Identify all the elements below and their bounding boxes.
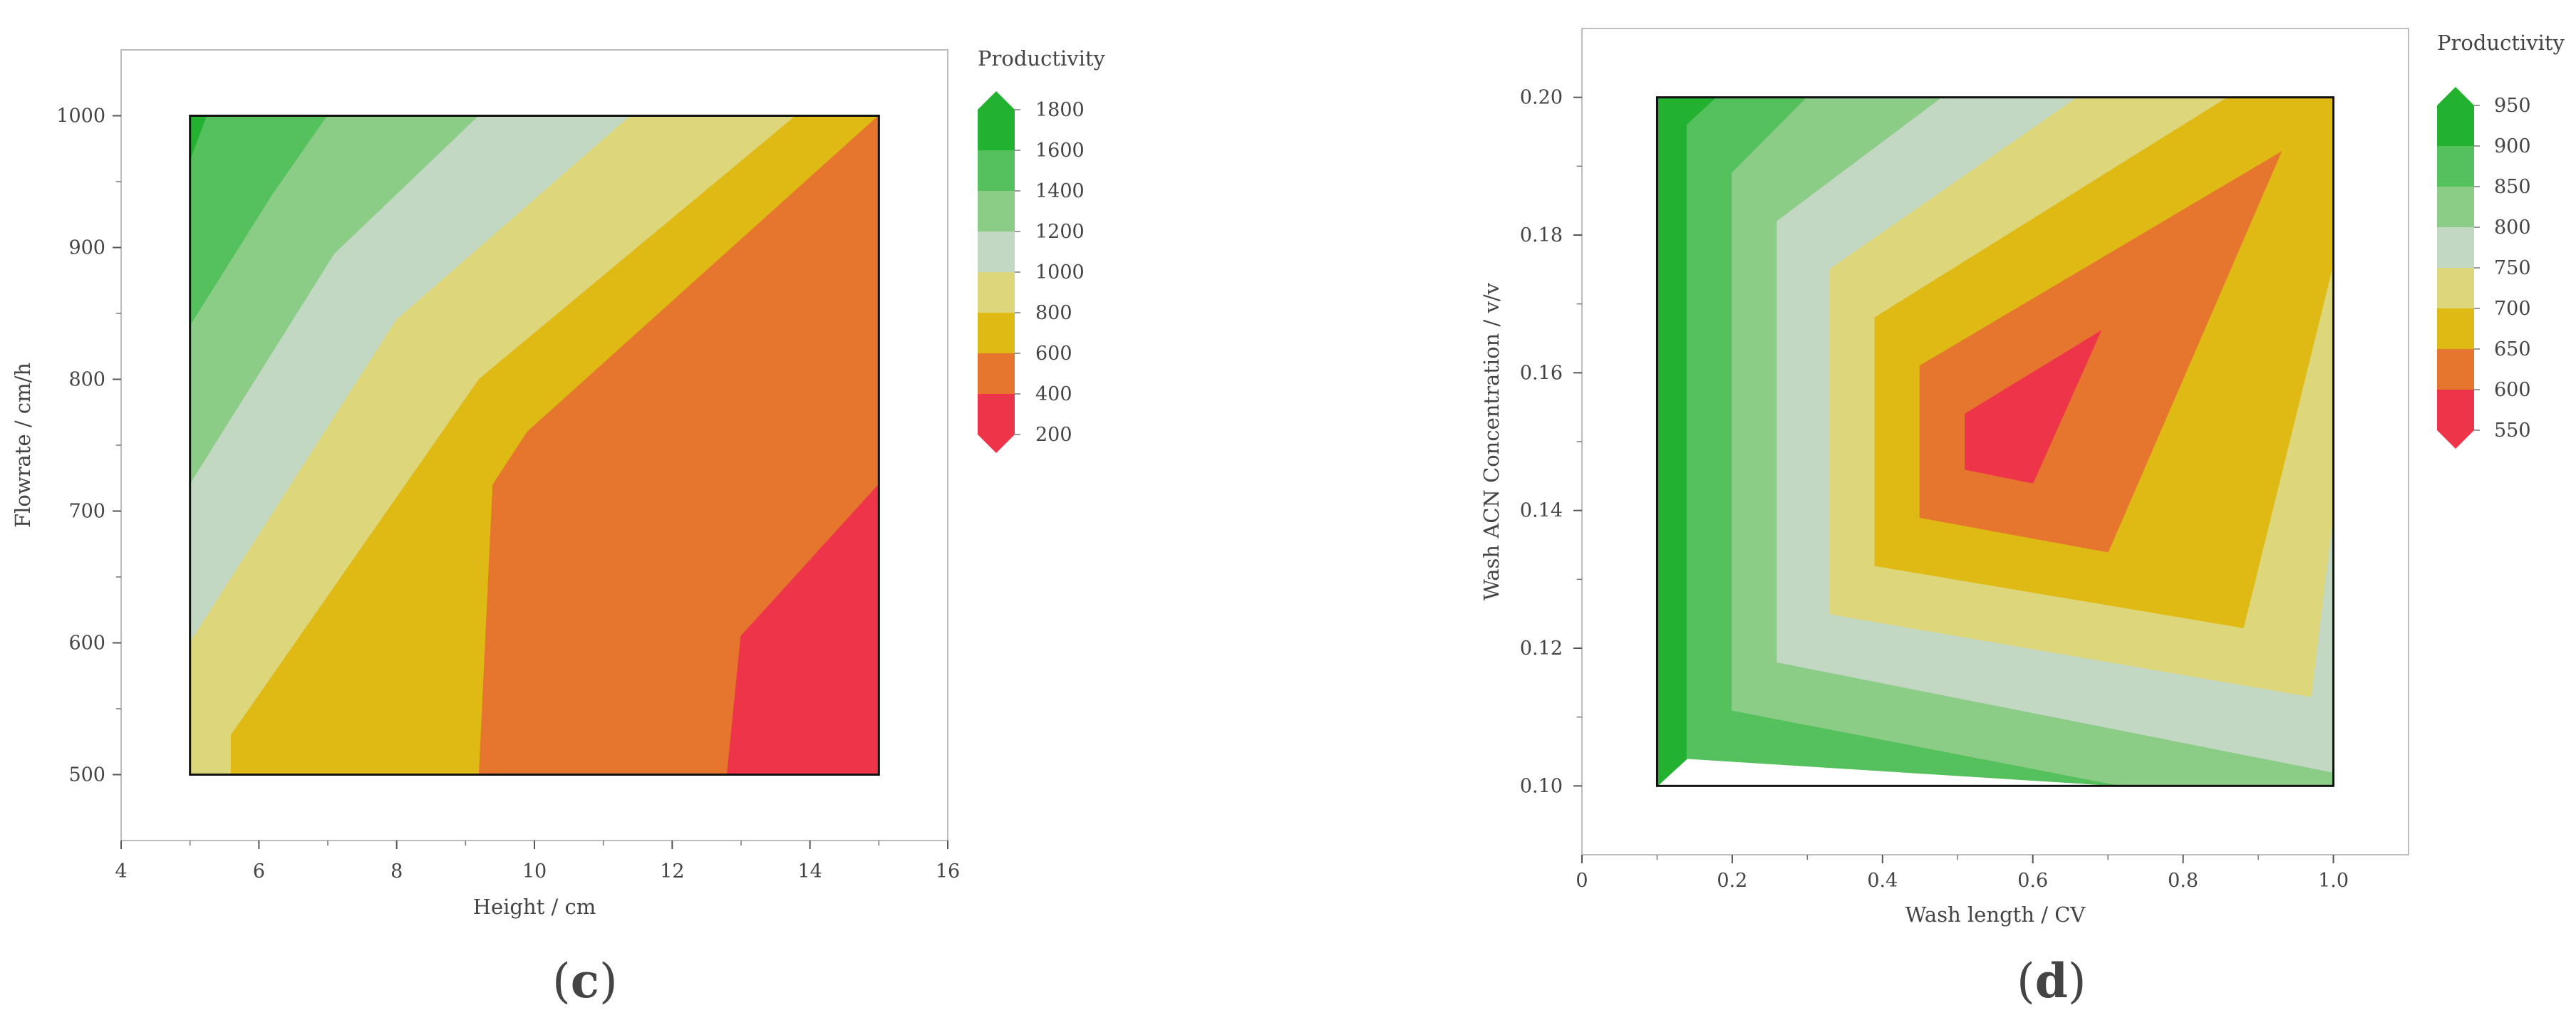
y-tick-label: 0.18	[1520, 224, 1563, 246]
x-tick-label: 0.8	[2168, 870, 2198, 892]
legend-swatch-800-850	[2437, 187, 2474, 227]
x-tick-label: 6	[253, 860, 265, 883]
x-tick-label: 0	[1576, 870, 1588, 892]
legend-swatch-1200-1400	[978, 191, 1015, 231]
y-tick-label: 0.12	[1520, 638, 1563, 660]
y-tick-label: 600	[68, 633, 105, 655]
legend-swatch-1600-1800	[978, 110, 1015, 150]
x-tick-label: 16	[936, 860, 960, 883]
legend-label: 400	[1035, 383, 1072, 405]
panel-label: (d)	[2017, 953, 2086, 1009]
legend-label: 700	[2494, 298, 2531, 320]
legend-swatch-900-950	[2437, 105, 2474, 146]
y-tick-label: 900	[68, 237, 105, 259]
legend-label: 600	[1035, 343, 1072, 365]
legend-arrow-up	[978, 91, 1015, 110]
legend-label: 800	[2494, 217, 2531, 239]
legend-swatch-850-900	[2437, 146, 2474, 187]
legend-swatch-600-800	[978, 313, 1015, 353]
legend-title: Productivity	[2437, 31, 2565, 55]
legend-label: 950	[2494, 95, 2531, 117]
panel-label: (c)	[552, 953, 618, 1009]
y-tick-label: 800	[68, 369, 105, 391]
x-axis-label: Wash length / CV	[1905, 902, 2086, 927]
y-tick-label: 0.16	[1520, 362, 1563, 384]
legend-swatch-1400-1600	[978, 150, 1015, 191]
legend-label: 1200	[1035, 221, 1085, 243]
x-axis-label: Height / cm	[473, 895, 596, 919]
x-tick-label: 1.0	[2318, 870, 2349, 892]
y-tick-label: 1000	[56, 105, 105, 128]
legend-swatch-650-700	[2437, 308, 2474, 349]
legend-label: 550	[2494, 420, 2531, 442]
contour-band-550-600	[1965, 330, 2102, 484]
y-tick-label: 0.14	[1520, 500, 1563, 522]
contour-panel-c: 4 6 8 10 12 14 16 500 600 700 800 900 1000 Height / c…	[11, 46, 1106, 1009]
panel-letter: d	[2035, 953, 2068, 1009]
x-tick-label: 4	[115, 860, 127, 883]
y-axis-label: Flowrate / cm/h	[11, 363, 35, 528]
legend-arrow-up	[2437, 87, 2474, 105]
legend-swatch-600-650	[2437, 349, 2474, 390]
legend-swatch-200-400	[978, 394, 1015, 435]
x-tick-label: 0.4	[1867, 870, 1898, 892]
legend-label: 1800	[1035, 99, 1085, 121]
legend-swatch-550-600	[2437, 390, 2474, 430]
legend-swatch-750-800	[2437, 227, 2474, 268]
y-tick-label: 500	[68, 764, 105, 786]
legend-label: 900	[2494, 135, 2531, 157]
legend-title: Productivity	[978, 46, 1106, 71]
legend-arrow-down	[978, 435, 1015, 453]
legend-arrow-down	[2437, 430, 2474, 449]
legend-label: 1000	[1035, 261, 1085, 283]
y-axis-label: Wash ACN Concentration / v/v	[1479, 282, 1504, 600]
x-tick-label: 0.2	[1717, 870, 1747, 892]
data-region-border	[1655, 96, 2335, 787]
legend-label: 750	[2494, 257, 2531, 279]
x-tick-label: 12	[660, 860, 684, 883]
legend-label: 200	[1035, 424, 1072, 446]
y-tick-label: 0.10	[1520, 775, 1563, 797]
x-tick-label: 8	[390, 860, 403, 883]
x-tick-label: 0.6	[2017, 870, 2048, 892]
contour-panel-d: 0 0.2 0.4 0.6 0.8 1.0 0.10 0.12 0.14 0.16 0.18 0.20…	[1479, 28, 2565, 1009]
legend-label: 850	[2494, 176, 2531, 198]
legend-label: 1400	[1035, 180, 1085, 202]
legend-label: 600	[2494, 379, 2531, 401]
x-tick-label: 14	[797, 860, 822, 883]
legend-swatch-400-600	[978, 353, 1015, 394]
y-tick-label: 700	[68, 501, 105, 523]
legend-label: 650	[2494, 338, 2531, 360]
legend-swatch-800-1000	[978, 272, 1015, 313]
legend-label: 1600	[1035, 140, 1085, 162]
x-tick-label: 10	[522, 860, 547, 883]
panel-letter: c	[571, 953, 599, 1009]
y-tick-label: 0.20	[1520, 87, 1563, 109]
legend-swatch-1000-1200	[978, 231, 1015, 272]
legend-swatch-700-750	[2437, 268, 2474, 308]
data-region-border	[189, 115, 880, 776]
legend-label: 800	[1035, 302, 1072, 324]
